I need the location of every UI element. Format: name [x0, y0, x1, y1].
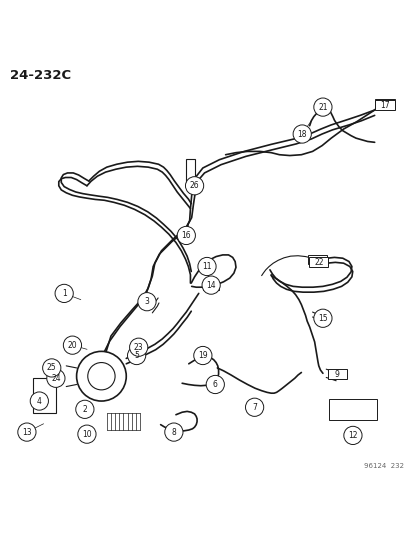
Text: 1: 1: [62, 289, 66, 298]
Circle shape: [164, 423, 183, 441]
Text: 21: 21: [318, 103, 327, 111]
Circle shape: [30, 392, 48, 410]
Text: 25: 25: [47, 364, 57, 373]
Circle shape: [47, 369, 65, 387]
Text: 7: 7: [252, 403, 256, 412]
Circle shape: [63, 336, 81, 354]
Text: 96124  232: 96124 232: [363, 463, 403, 469]
Circle shape: [129, 338, 147, 357]
Text: 16: 16: [181, 231, 191, 240]
Text: 17: 17: [379, 101, 389, 110]
Text: 24: 24: [51, 374, 61, 383]
Text: 6: 6: [212, 380, 217, 389]
Circle shape: [43, 359, 61, 377]
FancyBboxPatch shape: [309, 257, 328, 268]
Text: 4: 4: [37, 397, 42, 406]
FancyBboxPatch shape: [327, 369, 346, 379]
Circle shape: [18, 423, 36, 441]
Circle shape: [177, 227, 195, 245]
Circle shape: [138, 293, 156, 311]
Circle shape: [313, 98, 331, 116]
Bar: [308, 255, 326, 264]
Bar: [374, 99, 394, 109]
Text: 18: 18: [297, 130, 306, 139]
Circle shape: [76, 400, 94, 418]
Text: 19: 19: [197, 351, 207, 360]
Bar: [185, 159, 195, 184]
Circle shape: [185, 176, 203, 195]
Text: 23: 23: [133, 343, 143, 352]
Circle shape: [193, 346, 211, 365]
Circle shape: [292, 125, 311, 143]
Text: 2: 2: [82, 405, 87, 414]
FancyBboxPatch shape: [375, 100, 394, 110]
Text: 11: 11: [202, 262, 211, 271]
Circle shape: [245, 398, 263, 416]
Text: 9: 9: [334, 370, 339, 378]
Circle shape: [202, 276, 220, 294]
Circle shape: [206, 375, 224, 393]
Text: 10: 10: [82, 430, 92, 439]
Circle shape: [382, 101, 387, 107]
Text: 12: 12: [347, 431, 357, 440]
Text: 24-232C: 24-232C: [10, 69, 71, 82]
Text: 3: 3: [144, 297, 149, 306]
Circle shape: [309, 257, 314, 262]
Circle shape: [88, 362, 115, 390]
Text: 26: 26: [189, 181, 199, 190]
Text: 13: 13: [22, 427, 32, 437]
Text: 15: 15: [317, 314, 327, 323]
Circle shape: [197, 257, 216, 276]
Circle shape: [76, 351, 126, 401]
Bar: [328, 399, 376, 419]
Circle shape: [343, 426, 361, 445]
Circle shape: [127, 346, 145, 365]
Circle shape: [316, 257, 320, 262]
Text: 20: 20: [67, 341, 77, 350]
Circle shape: [78, 425, 96, 443]
Circle shape: [313, 309, 331, 327]
Text: 5: 5: [134, 351, 139, 360]
Text: 8: 8: [171, 427, 176, 437]
Text: 22: 22: [313, 258, 323, 267]
Text: 14: 14: [206, 281, 216, 289]
Bar: [202, 282, 219, 290]
Circle shape: [55, 284, 73, 303]
Circle shape: [375, 101, 380, 107]
Bar: [33, 378, 56, 414]
